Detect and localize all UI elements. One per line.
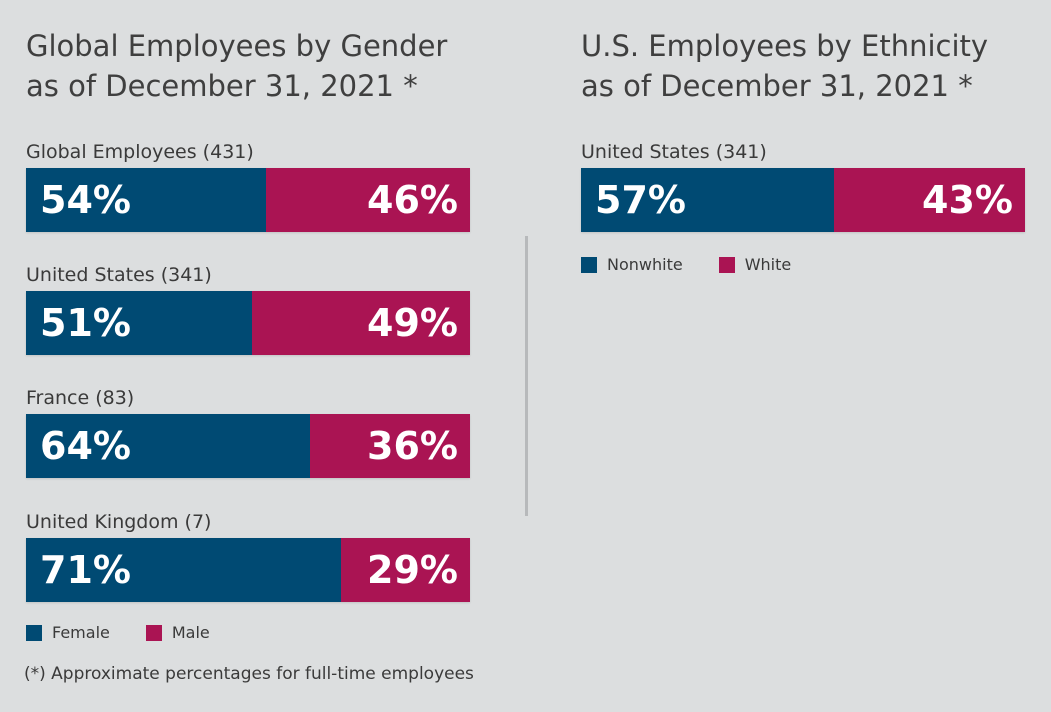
legend-swatch-white — [718, 256, 735, 273]
panel-divider — [525, 236, 528, 516]
gender-stacked-bar: 51% 49% — [26, 291, 470, 355]
gender-stacked-bar: 64% 36% — [26, 414, 470, 478]
gender-row: United Kingdom (7) 71% 29% — [26, 510, 470, 602]
gender-legend: Female Male — [26, 623, 246, 642]
gender-row: Global Employees (431) 54% 46% — [26, 140, 470, 232]
legend-swatch-nonwhite — [581, 256, 597, 273]
gender-row: United States (341) 51% 49% — [26, 263, 470, 355]
gender-chart-title-line2: as of December 31, 2021 * — [26, 69, 418, 103]
footnote: (*) Approximate percentages for full-tim… — [24, 664, 474, 684]
bar-segment-white: 43% — [834, 168, 1025, 232]
bar-category-label: United Kingdom (7) — [26, 511, 212, 533]
legend-item-white: White — [718, 255, 792, 274]
legend-label-white: White — [744, 255, 792, 274]
bar-segment-female: 51% — [26, 291, 253, 355]
bar-segment-female: 64% — [26, 414, 311, 478]
legend-item-female: Female — [26, 623, 110, 642]
bar-segment-nonwhite: 57% — [581, 168, 835, 232]
ethnicity-chart-title: U.S. Employees by Ethnicity as of Decembe… — [581, 26, 988, 106]
legend-swatch-male — [145, 624, 162, 641]
legend-item-male: Male — [145, 623, 210, 642]
ethnicity-stacked-bar: 57% 43% — [581, 168, 1025, 232]
bar-segment-female: 54% — [26, 168, 266, 232]
gender-chart-title-line1: Global Employees by Gender — [26, 29, 448, 63]
bar-segment-male: 49% — [252, 291, 470, 355]
bar-category-label: Global Employees (431) — [26, 141, 254, 163]
bar-category-label: United States (341) — [26, 264, 212, 286]
ethnicity-chart-title-line2: as of December 31, 2021 * — [581, 69, 973, 103]
legend-label-nonwhite: Nonwhite — [607, 255, 683, 274]
legend-swatch-female — [26, 624, 42, 641]
bar-category-label: France (83) — [26, 387, 135, 409]
ethnicity-chart-title-line1: U.S. Employees by Ethnicity — [581, 29, 989, 63]
gender-stacked-bar: 54% 46% — [26, 168, 470, 232]
bar-segment-male: 46% — [265, 168, 470, 232]
legend-label-female: Female — [52, 623, 110, 642]
bar-category-label: United States (341) — [581, 141, 767, 163]
bar-segment-male: 29% — [341, 538, 470, 602]
legend-item-nonwhite: Nonwhite — [581, 255, 683, 274]
ethnicity-legend: Nonwhite White — [581, 255, 827, 274]
gender-chart-title: Global Employees by Gender as of December… — [26, 26, 447, 106]
gender-stacked-bar: 71% 29% — [26, 538, 470, 602]
gender-row: France (83) 64% 36% — [26, 386, 470, 478]
bar-segment-female: 71% — [26, 538, 342, 602]
ethnicity-row: United States (341) 57% 43% — [581, 140, 1025, 232]
legend-label-male: Male — [171, 623, 210, 642]
bar-segment-male: 36% — [310, 414, 470, 478]
